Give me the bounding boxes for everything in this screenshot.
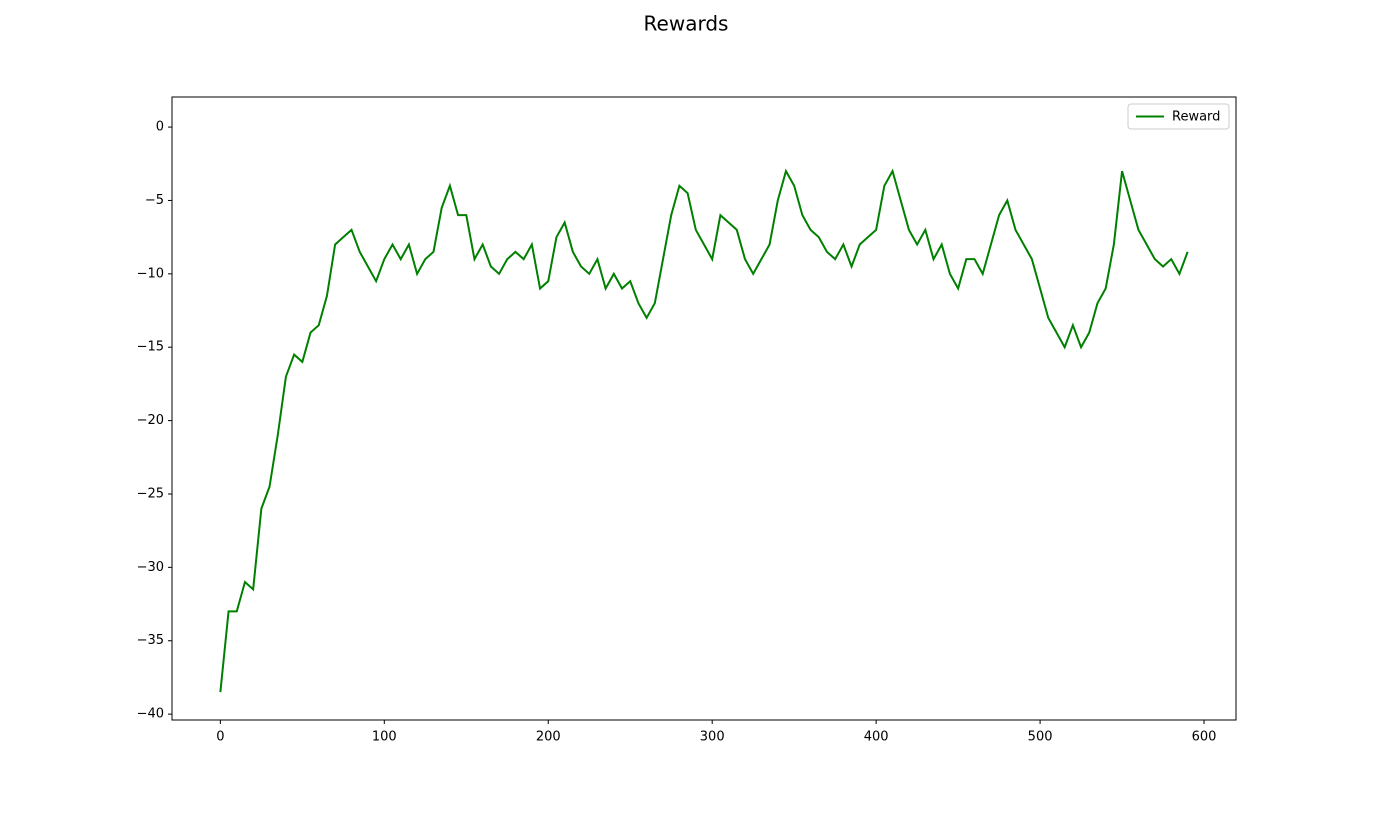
x-tick-label: 500 [1028,730,1053,745]
y-tick-label: −25 [137,486,164,501]
x-tick-label: 400 [864,730,889,745]
x-tick-label: 100 [372,730,397,745]
y-tick-label: −15 [137,340,164,355]
legend-box [1127,103,1230,130]
y-tick-label: −40 [137,707,164,722]
x-tick-label: 200 [536,730,561,745]
y-tick-label: −5 [145,193,164,208]
y-tick-label: −20 [137,413,164,428]
y-tick-label: −30 [137,560,164,575]
y-tick-label: 0 [156,120,164,135]
plot-frame [171,96,1237,721]
x-tick-label: 600 [1192,730,1217,745]
data-line [219,168,1189,693]
legend-label: Reward [1172,110,1220,125]
x-tick-label: 300 [700,730,725,745]
y-tick-label: −10 [137,266,164,281]
y-tick-label: −35 [137,633,164,648]
chart-title: Rewards [644,12,729,36]
x-tick-label: 0 [216,730,224,745]
